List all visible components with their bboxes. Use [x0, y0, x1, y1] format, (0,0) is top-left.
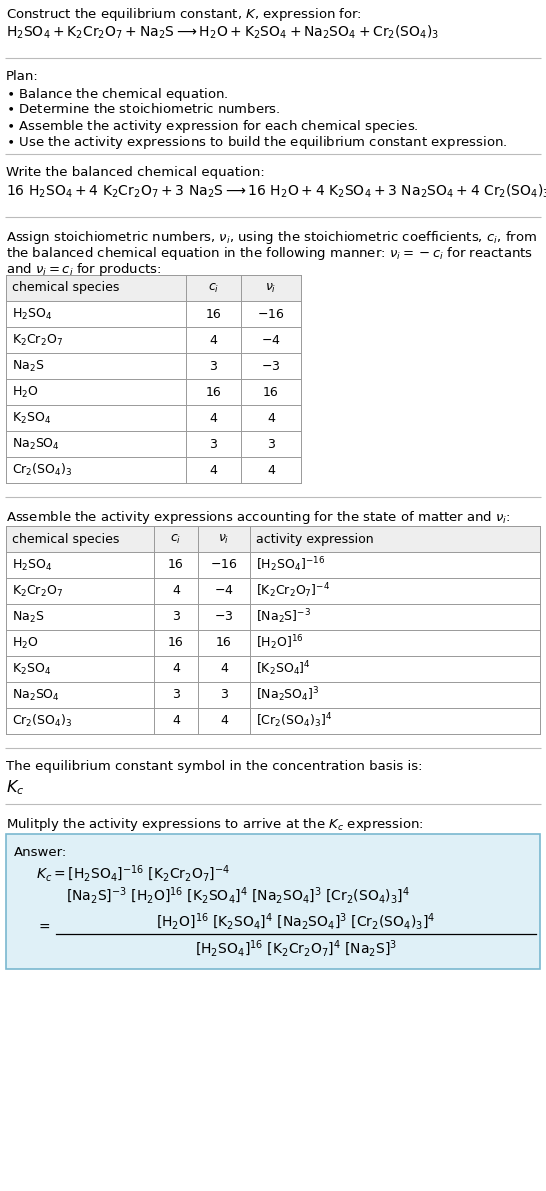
Text: $\bullet$ Determine the stoichiometric numbers.: $\bullet$ Determine the stoichiometric n…: [6, 102, 281, 116]
Text: $-16$: $-16$: [210, 559, 238, 572]
Text: $K_c = [\mathrm{H_2SO_4}]^{-16}\ [\mathrm{K_2Cr_2O_7}]^{-4}$: $K_c = [\mathrm{H_2SO_4}]^{-16}\ [\mathr…: [36, 863, 230, 885]
Text: 3: 3: [267, 437, 275, 450]
Text: $[\mathrm{H_2O}]^{16}\ [\mathrm{K_2SO_4}]^{4}\ [\mathrm{Na_2SO_4}]^{3}\ [\mathrm: $[\mathrm{H_2O}]^{16}\ [\mathrm{K_2SO_4}…: [156, 912, 436, 933]
Text: $[\mathrm{Na_2S}]^{-3}\ [\mathrm{H_2O}]^{16}\ [\mathrm{K_2SO_4}]^{4}\ [\mathrm{N: $[\mathrm{Na_2S}]^{-3}\ [\mathrm{H_2O}]^…: [66, 886, 410, 906]
Text: 3: 3: [210, 437, 217, 450]
Text: Assemble the activity expressions accounting for the state of matter and $\nu_i$: Assemble the activity expressions accoun…: [6, 509, 511, 526]
Text: $\nu_i$: $\nu_i$: [265, 281, 277, 294]
Text: chemical species: chemical species: [12, 532, 120, 545]
Text: $[\mathrm{Cr_2(SO_4)_3}]^{4}$: $[\mathrm{Cr_2(SO_4)_3}]^{4}$: [256, 712, 333, 730]
Text: $\mathrm{H_2SO_4}$: $\mathrm{H_2SO_4}$: [12, 557, 52, 573]
Text: Write the balanced chemical equation:: Write the balanced chemical equation:: [6, 166, 265, 179]
Text: $\mathrm{H_2O}$: $\mathrm{H_2O}$: [12, 636, 39, 650]
Text: $c_i$: $c_i$: [170, 532, 182, 545]
Text: The equilibrium constant symbol in the concentration basis is:: The equilibrium constant symbol in the c…: [6, 760, 423, 773]
Text: $-3$: $-3$: [214, 611, 234, 624]
Bar: [6, 834, 540, 969]
Text: 4: 4: [210, 412, 217, 424]
Text: $\mathrm{Na_2SO_4}$: $\mathrm{Na_2SO_4}$: [12, 436, 60, 451]
Text: Assign stoichiometric numbers, $\nu_i$, using the stoichiometric coefficients, $: Assign stoichiometric numbers, $\nu_i$, …: [6, 229, 537, 247]
Text: 4: 4: [220, 662, 228, 675]
Text: $=$: $=$: [36, 919, 51, 933]
Text: $\mathrm{H_2SO_4}$: $\mathrm{H_2SO_4}$: [12, 306, 52, 322]
Text: 16: 16: [168, 636, 184, 649]
Text: $\mathrm{K_2Cr_2O_7}$: $\mathrm{K_2Cr_2O_7}$: [12, 332, 63, 348]
Text: $-3$: $-3$: [262, 360, 281, 373]
Text: 4: 4: [220, 715, 228, 728]
Text: chemical species: chemical species: [12, 281, 120, 294]
Text: 16: 16: [206, 307, 221, 320]
Text: $-4$: $-4$: [214, 585, 234, 598]
Text: $\mathrm{Na_2SO_4}$: $\mathrm{Na_2SO_4}$: [12, 687, 60, 703]
Text: $[\mathrm{H_2SO_4}]^{16}\ [\mathrm{K_2Cr_2O_7}]^{4}\ [\mathrm{Na_2S}]^{3}$: $[\mathrm{H_2SO_4}]^{16}\ [\mathrm{K_2Cr…: [195, 939, 397, 960]
Text: $\mathrm{Cr_2(SO_4)_3}$: $\mathrm{Cr_2(SO_4)_3}$: [12, 713, 73, 729]
Text: $-4$: $-4$: [261, 333, 281, 347]
Text: Construct the equilibrium constant, $K$, expression for:: Construct the equilibrium constant, $K$,…: [6, 6, 362, 23]
Text: $[\mathrm{Na_2SO_4}]^{3}$: $[\mathrm{Na_2SO_4}]^{3}$: [256, 686, 319, 704]
Text: the balanced chemical equation in the following manner: $\nu_i = -c_i$ for react: the balanced chemical equation in the fo…: [6, 245, 533, 262]
Text: 4: 4: [210, 333, 217, 347]
Text: 4: 4: [267, 412, 275, 424]
Text: 4: 4: [172, 662, 180, 675]
Text: 3: 3: [210, 360, 217, 373]
Text: $-16$: $-16$: [257, 307, 285, 320]
Text: 3: 3: [220, 688, 228, 701]
Text: Answer:: Answer:: [14, 846, 67, 859]
Text: $[\mathrm{Na_2S}]^{-3}$: $[\mathrm{Na_2S}]^{-3}$: [256, 607, 311, 626]
Text: 4: 4: [267, 463, 275, 476]
Text: $\mathrm{Na_2S}$: $\mathrm{Na_2S}$: [12, 358, 44, 374]
Text: $[\mathrm{H_2SO_4}]^{-16}$: $[\mathrm{H_2SO_4}]^{-16}$: [256, 556, 325, 574]
Text: $c_i$: $c_i$: [208, 281, 219, 294]
Text: $\bullet$ Balance the chemical equation.: $\bullet$ Balance the chemical equation.: [6, 86, 228, 102]
Text: $[\mathrm{H_2O}]^{16}$: $[\mathrm{H_2O}]^{16}$: [256, 634, 304, 653]
Text: activity expression: activity expression: [256, 532, 373, 545]
Text: 16: 16: [216, 636, 232, 649]
Text: $\mathrm{K_2SO_4}$: $\mathrm{K_2SO_4}$: [12, 661, 51, 676]
Text: $\bullet$ Assemble the activity expression for each chemical species.: $\bullet$ Assemble the activity expressi…: [6, 118, 419, 135]
Text: Plan:: Plan:: [6, 70, 39, 83]
Text: 16: 16: [263, 386, 279, 399]
Text: $\bullet$ Use the activity expressions to build the equilibrium constant express: $\bullet$ Use the activity expressions t…: [6, 135, 507, 151]
Text: 3: 3: [172, 688, 180, 701]
Text: and $\nu_i = c_i$ for products:: and $\nu_i = c_i$ for products:: [6, 261, 162, 278]
Text: $\mathrm{H_2SO_4 + K_2Cr_2O_7 + Na_2S} \longrightarrow \mathrm{H_2O + K_2SO_4 + : $\mathrm{H_2SO_4 + K_2Cr_2O_7 + Na_2S} \…: [6, 24, 440, 42]
Text: $\mathrm{Cr_2(SO_4)_3}$: $\mathrm{Cr_2(SO_4)_3}$: [12, 462, 73, 478]
Bar: [6, 275, 301, 301]
Text: 4: 4: [210, 463, 217, 476]
Text: $\mathrm{H_2O}$: $\mathrm{H_2O}$: [12, 385, 39, 399]
Text: 4: 4: [172, 585, 180, 598]
Text: 3: 3: [172, 611, 180, 624]
Text: $\mathrm{Na_2S}$: $\mathrm{Na_2S}$: [12, 610, 44, 624]
Text: $[\mathrm{K_2Cr_2O_7}]^{-4}$: $[\mathrm{K_2Cr_2O_7}]^{-4}$: [256, 581, 330, 600]
Text: $[\mathrm{K_2SO_4}]^{4}$: $[\mathrm{K_2SO_4}]^{4}$: [256, 660, 311, 679]
Text: $\mathrm{16\ H_2SO_4 + 4\ K_2Cr_2O_7 + 3\ Na_2S} \longrightarrow \mathrm{16\ H_2: $\mathrm{16\ H_2SO_4 + 4\ K_2Cr_2O_7 + 3…: [6, 183, 546, 200]
Text: $\mathrm{K_2Cr_2O_7}$: $\mathrm{K_2Cr_2O_7}$: [12, 584, 63, 599]
Text: $\mathrm{K_2SO_4}$: $\mathrm{K_2SO_4}$: [12, 411, 51, 425]
Text: $\nu_i$: $\nu_i$: [218, 532, 230, 545]
Text: $K_c$: $K_c$: [6, 778, 25, 797]
Text: Mulitply the activity expressions to arrive at the $K_c$ expression:: Mulitply the activity expressions to arr…: [6, 816, 424, 833]
Bar: [6, 526, 540, 551]
Text: 16: 16: [206, 386, 221, 399]
Text: 4: 4: [172, 715, 180, 728]
Text: 16: 16: [168, 559, 184, 572]
